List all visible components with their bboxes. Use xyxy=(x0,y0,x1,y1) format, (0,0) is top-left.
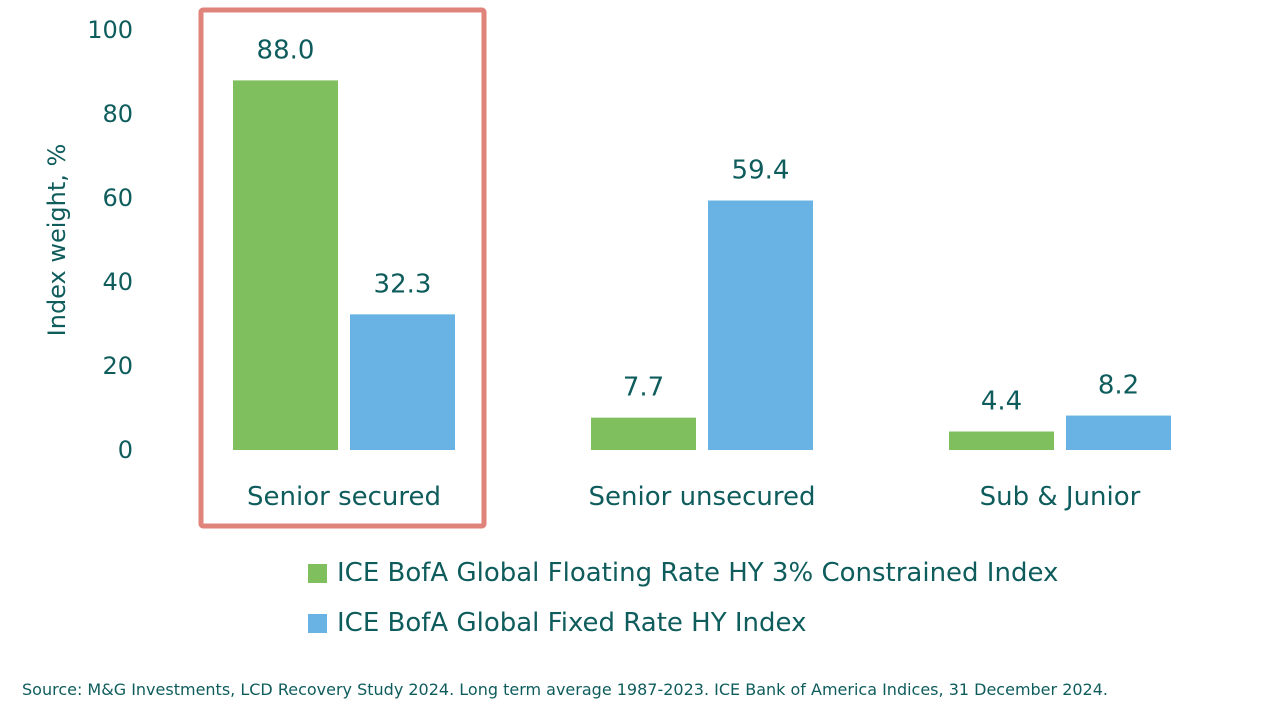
legend-item-floating: ICE BofA Global Floating Rate HY 3% Cons… xyxy=(308,555,1058,591)
y-tick-label: 80 xyxy=(102,100,133,128)
legend-label-floating: ICE BofA Global Floating Rate HY 3% Cons… xyxy=(337,558,1059,588)
y-tick-label: 0 xyxy=(118,436,133,464)
bar xyxy=(1066,415,1171,450)
category-label: Sub & Junior xyxy=(980,482,1141,512)
category-label: Senior secured xyxy=(247,482,441,512)
legend: ICE BofA Global Floating Rate HY 3% Cons… xyxy=(308,555,1058,655)
bar xyxy=(708,200,813,450)
y-axis-title: Index weight, % xyxy=(43,144,71,337)
data-label: 8.2 xyxy=(1098,371,1139,401)
legend-label-fixed: ICE BofA Global Fixed Rate HY Index xyxy=(337,608,807,638)
bar xyxy=(350,314,455,450)
legend-item-fixed: ICE BofA Global Fixed Rate HY Index xyxy=(308,605,1058,641)
category-label: Senior unsecured xyxy=(589,482,816,512)
y-tick-label: 20 xyxy=(102,352,133,380)
y-tick-label: 100 xyxy=(87,16,133,44)
bar xyxy=(233,80,338,451)
bar xyxy=(591,417,696,450)
data-label: 59.4 xyxy=(732,156,790,186)
source-note: Source: M&G Investments, LCD Recovery St… xyxy=(22,680,1108,699)
data-label: 4.4 xyxy=(981,387,1022,417)
highlight-box xyxy=(198,7,487,529)
y-tick-label: 40 xyxy=(102,268,133,296)
legend-swatch-floating xyxy=(308,563,327,583)
bar xyxy=(949,431,1054,450)
data-label: 7.7 xyxy=(623,373,664,403)
legend-swatch-fixed xyxy=(308,613,327,633)
data-label: 88.0 xyxy=(257,35,315,65)
data-label: 32.3 xyxy=(374,269,432,299)
y-tick-label: 60 xyxy=(102,184,133,212)
